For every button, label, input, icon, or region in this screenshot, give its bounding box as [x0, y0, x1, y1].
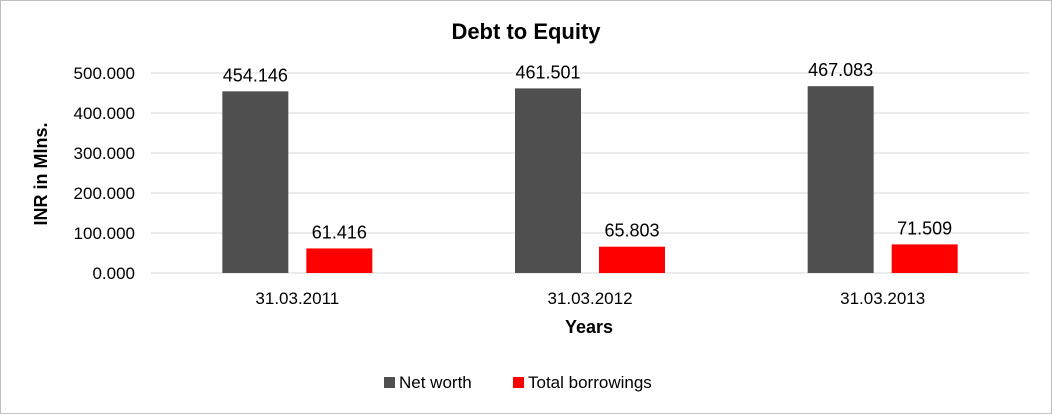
y-tick-label: 100.000	[74, 224, 135, 243]
legend-label: Net worth	[399, 373, 472, 392]
y-tick-label: 400.000	[74, 104, 135, 123]
bar-net-worth	[222, 91, 289, 273]
data-label: 454.146	[223, 65, 288, 85]
bar-total-borrowings	[891, 244, 958, 273]
legend-swatch	[384, 377, 395, 388]
bar-total-borrowings	[306, 248, 373, 273]
x-tick-label: 31.03.2011	[255, 289, 339, 308]
legend: Net worth Total borrowings	[384, 373, 652, 392]
x-tick-labels: 31.03.2011 31.03.2012 31.03.2013	[255, 289, 925, 308]
bar-total-borrowings	[599, 246, 665, 273]
bar-net-worth	[807, 86, 874, 273]
x-axis-title: Years	[565, 317, 613, 337]
data-label: 61.416	[312, 222, 367, 242]
chart-title: Debt to Equity	[451, 19, 601, 44]
bars	[222, 86, 958, 273]
x-tick-label: 31.03.2012	[547, 289, 632, 308]
y-tick-labels: 0.000 100.000 200.000 300.000 400.000 500.000	[74, 64, 135, 283]
data-labels: 454.146 61.416 461.501 65.803 467.083 71.509	[223, 60, 952, 242]
y-tick-label: 500.000	[74, 64, 135, 83]
data-label: 71.509	[897, 218, 952, 238]
x-tick-label: 31.03.2013	[840, 289, 925, 308]
y-tick-label: 200.000	[74, 184, 135, 203]
data-label: 467.083	[808, 60, 873, 80]
data-label: 65.803	[604, 221, 659, 241]
y-tick-label: 300.000	[74, 144, 135, 163]
y-axis-title: INR in Mlns.	[31, 123, 51, 226]
legend-label: Total borrowings	[528, 373, 652, 392]
legend-swatch	[513, 377, 524, 388]
bar-net-worth	[515, 88, 581, 273]
y-tick-label: 0.000	[92, 264, 135, 283]
gridlines	[151, 72, 1029, 274]
data-label: 461.501	[515, 62, 580, 82]
